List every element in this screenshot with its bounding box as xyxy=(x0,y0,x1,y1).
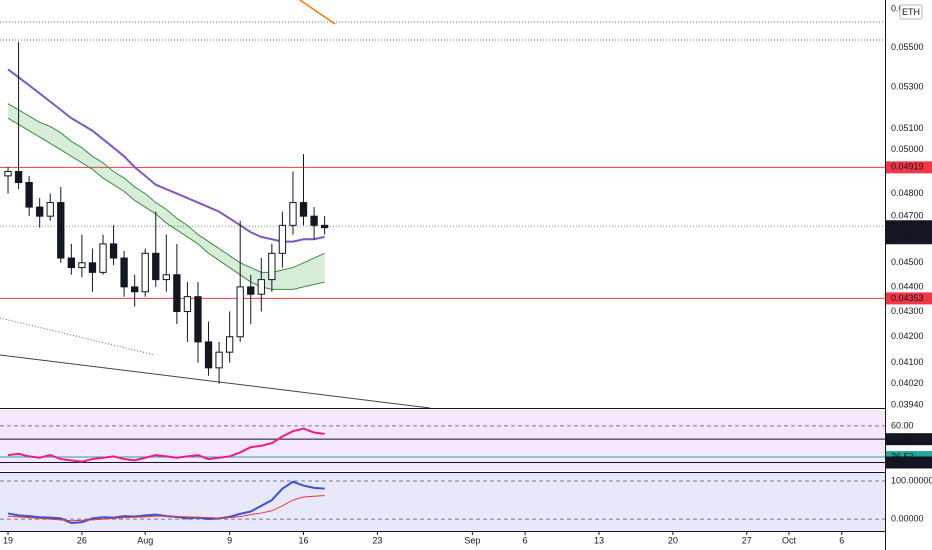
x-tick-label: 6 xyxy=(523,535,528,545)
x-tick-label: 20 xyxy=(668,535,678,545)
y-tick-label: 60.00 xyxy=(891,420,914,430)
x-tick-label: 27 xyxy=(742,535,752,545)
candle-body xyxy=(120,257,128,288)
pane-background xyxy=(0,473,885,531)
symbol: ETH xyxy=(902,7,920,17)
x-tick-label: 23 xyxy=(372,535,382,545)
candle-body xyxy=(67,257,76,269)
candle-body xyxy=(141,252,149,293)
candle-body xyxy=(236,286,244,338)
candle-body xyxy=(257,279,265,295)
level-label: 32.42 xyxy=(891,457,914,467)
level-label-box xyxy=(886,292,932,305)
candle-body xyxy=(46,202,54,217)
x-tick-label: 26 xyxy=(77,535,87,545)
candle-body xyxy=(215,351,223,369)
candle-body xyxy=(268,252,276,281)
candle-body xyxy=(225,336,234,353)
level-label: 36.52 xyxy=(891,451,914,461)
candle-body xyxy=(299,202,308,217)
candle-body xyxy=(4,170,12,177)
y-tick-label: 0.04020 xyxy=(891,378,924,388)
series-line xyxy=(7,427,325,463)
trend-line xyxy=(0,317,156,356)
level-label: 0.04353 xyxy=(891,293,924,303)
symbol-badge[interactable] xyxy=(899,4,923,20)
y-tick-label: 0.04400 xyxy=(891,281,924,291)
candle-body xyxy=(278,224,287,254)
axis-area: 0.0 0.05500 0.05300 0.05100 0.05000 0.04800 0.… xyxy=(3,4,932,545)
y-tick-label: 0.00000 xyxy=(891,514,924,524)
x-tick-label: Aug xyxy=(137,535,153,545)
level-label-box xyxy=(886,433,932,446)
y-tick-label: 0.05300 xyxy=(891,82,924,92)
x-tick-label: Sep xyxy=(464,535,480,545)
trend-line xyxy=(299,0,336,25)
level-label: 50.00 xyxy=(891,434,914,444)
candle-body xyxy=(289,202,297,226)
candle-body xyxy=(88,262,97,273)
candle-body xyxy=(162,274,170,281)
x-tick-label: 16 xyxy=(299,535,309,545)
y-tick-label: 0.04500 xyxy=(891,257,924,267)
series-line xyxy=(7,495,325,522)
y-tick-label: 0.0 xyxy=(891,4,904,14)
series-line xyxy=(7,68,325,243)
y-tick-label: 0.04100 xyxy=(891,357,924,367)
candle-body xyxy=(36,206,44,217)
countdown-label: 16:45:25 xyxy=(891,232,926,242)
band-fill xyxy=(8,103,325,290)
y-tick-label: 0.04700 xyxy=(891,211,924,221)
x-tick-label: 19 xyxy=(3,535,13,545)
x-tick-label: Oct xyxy=(782,535,797,545)
y-tick-label: 0.05500 xyxy=(891,42,924,52)
level-label-box xyxy=(886,456,932,469)
y-tick-label: 0.05100 xyxy=(891,123,924,133)
y-tick-label: 0.04800 xyxy=(891,188,924,198)
candle-body xyxy=(183,296,192,313)
x-tick-label: 9 xyxy=(227,535,232,545)
candle-body xyxy=(173,274,181,313)
x-tick-label: 13 xyxy=(594,535,604,545)
candle-body xyxy=(99,243,107,273)
candle-body xyxy=(130,286,139,293)
plot-area xyxy=(0,41,885,531)
candle-body xyxy=(204,341,213,369)
candle-body xyxy=(57,202,65,259)
y-tick-label: 0.03940 xyxy=(891,400,924,410)
y-tick-label: 0.05000 xyxy=(891,144,924,154)
candle-body xyxy=(310,215,318,226)
y-tick-label: 0.04200 xyxy=(891,331,924,341)
x-tick-label: 6 xyxy=(839,535,844,545)
candle-body xyxy=(247,286,255,295)
trend-line xyxy=(0,354,431,409)
candle-body xyxy=(78,262,86,269)
level-label-box xyxy=(886,161,932,174)
level-label: 0.04919 xyxy=(891,162,924,172)
candle-body xyxy=(14,170,23,183)
y-tick-label: 100.00000 xyxy=(891,475,932,485)
candle-body xyxy=(109,243,118,259)
y-tick-label: 0.04300 xyxy=(891,306,924,316)
candle-body xyxy=(25,181,33,208)
last-price-label: 0.04656 xyxy=(891,221,924,231)
pane-background xyxy=(0,410,885,471)
last-price-box xyxy=(886,220,932,245)
candle-body xyxy=(152,252,160,281)
candle-body xyxy=(194,296,202,343)
